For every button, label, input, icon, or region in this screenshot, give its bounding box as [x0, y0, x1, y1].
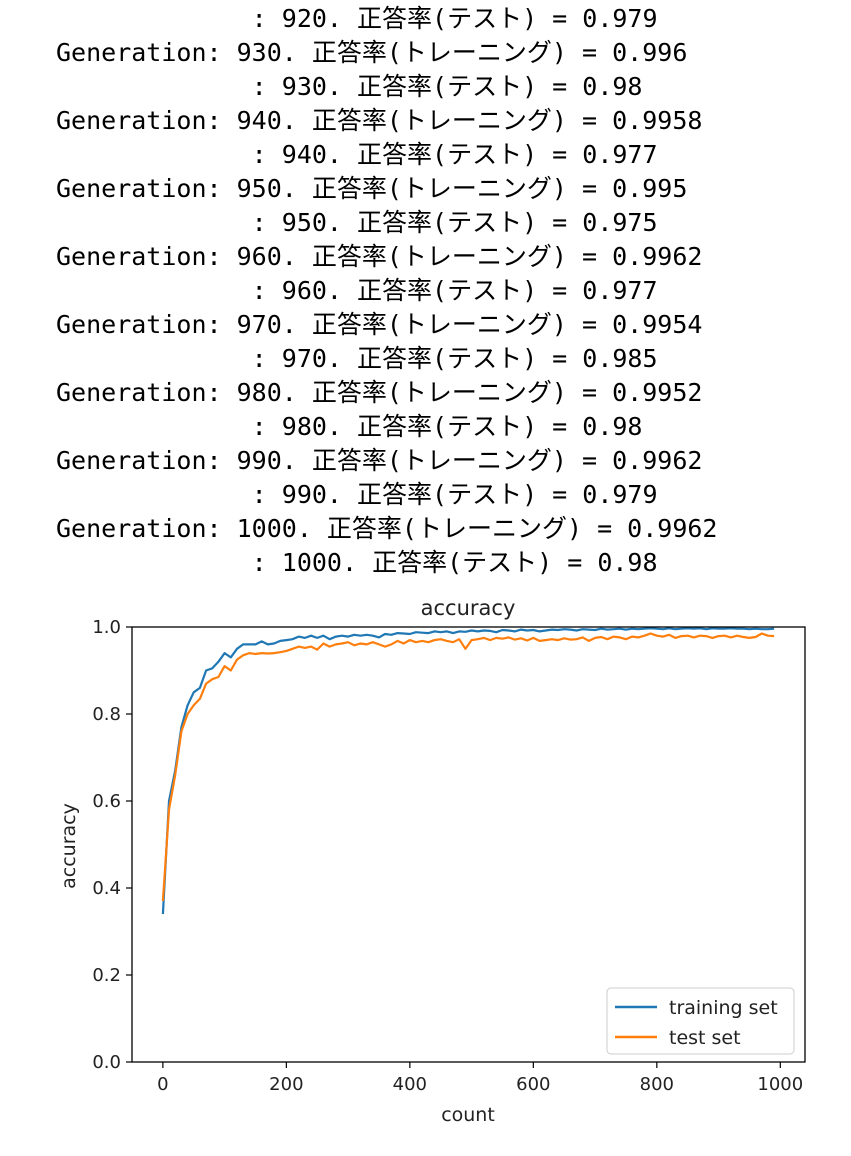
x-tick-label: 600: [516, 1074, 550, 1095]
legend-label: test set: [669, 1027, 741, 1049]
log-line: : 930. 正答率(テスト) = 0.98: [56, 72, 643, 101]
log-line: Generation: 980. 正答率(トレーニング) = 0.9952: [56, 378, 703, 407]
log-line: : 920. 正答率(テスト) = 0.979: [56, 4, 658, 33]
chart-title: accuracy: [421, 596, 516, 620]
accuracy-chart: 0 200 400 600 800 1000 0.0 0.2 0.4 0.6 0.8 1.0 trai…: [58, 596, 806, 1126]
y-tick-label: 0.6: [92, 791, 121, 812]
x-axis-label: count: [441, 1104, 495, 1126]
y-axis-label: accuracy: [58, 803, 80, 889]
log-line: : 950. 正答率(テスト) = 0.975: [56, 208, 658, 237]
series-line-0: [161, 627, 775, 915]
x-tick-label: 1000: [757, 1074, 803, 1095]
log-line: : 980. 正答率(テスト) = 0.98: [56, 412, 643, 441]
y-tick-label: 0.2: [92, 965, 121, 986]
axes-frame: [131, 626, 806, 1063]
y-tick-label: 0.0: [92, 1052, 121, 1073]
log-line: Generation: 940. 正答率(トレーニング) = 0.9958: [56, 106, 703, 135]
series-layer: [161, 627, 775, 915]
x-tick-label: 800: [640, 1074, 674, 1095]
legend-label: training set: [669, 997, 778, 1019]
log-line: : 1000. 正答率(テスト) = 0.98: [56, 548, 658, 577]
axes-layer: 0 200 400 600 800 1000 0.0 0.2 0.4 0.6 0.8 1.0: [92, 617, 806, 1095]
log-line: Generation: 930. 正答率(トレーニング) = 0.996: [56, 38, 688, 67]
log-line: Generation: 1000. 正答率(トレーニング) = 0.9962: [56, 514, 718, 543]
console-log: : 920. 正答率(テスト) = 0.979 Generation: 930. …: [56, 2, 718, 580]
y-tick-label: 0.4: [92, 878, 121, 899]
log-line: : 990. 正答率(テスト) = 0.979: [56, 480, 658, 509]
legend: training set test set: [606, 987, 795, 1055]
log-line: Generation: 950. 正答率(トレーニング) = 0.995: [56, 174, 688, 203]
log-line: Generation: 970. 正答率(トレーニング) = 0.9954: [56, 310, 703, 339]
log-line: Generation: 990. 正答率(トレーニング) = 0.9962: [56, 446, 703, 475]
y-tick-label: 1.0: [92, 617, 121, 638]
y-tick-label: 0.8: [92, 704, 121, 725]
x-tick-label: 0: [157, 1074, 168, 1095]
log-line: Generation: 960. 正答率(トレーニング) = 0.9962: [56, 242, 703, 271]
series-line-1: [161, 632, 775, 902]
log-line: : 960. 正答率(テスト) = 0.977: [56, 276, 658, 305]
log-line: : 940. 正答率(テスト) = 0.977: [56, 140, 658, 169]
x-tick-label: 400: [393, 1074, 427, 1095]
log-line: : 970. 正答率(テスト) = 0.985: [56, 344, 658, 373]
x-tick-label: 200: [269, 1074, 303, 1095]
